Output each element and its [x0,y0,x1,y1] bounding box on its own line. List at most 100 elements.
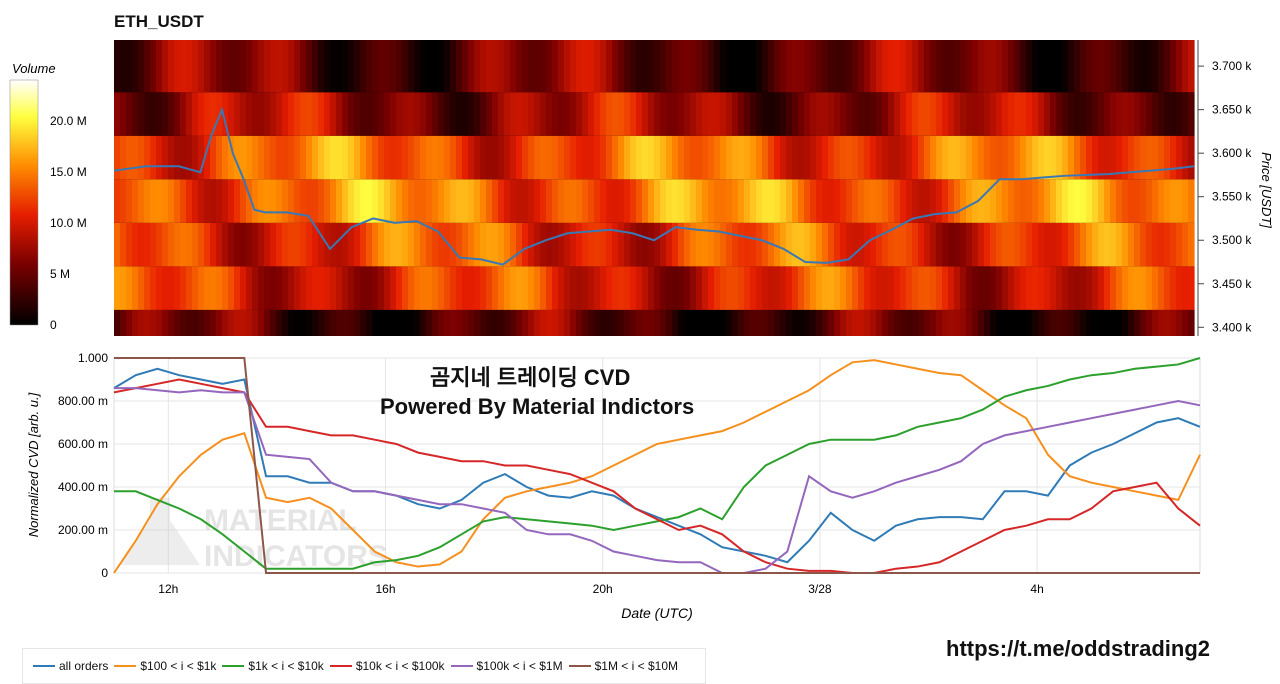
heatmap-cell [516,266,523,310]
heatmap-cell [816,179,823,223]
heatmap-cell [1092,309,1099,336]
heatmap-cell [918,135,925,180]
heatmap-cell [264,92,271,136]
heatmap-cell [984,222,991,267]
heatmap-cell [456,179,463,223]
heatmap-cell [750,40,757,93]
heatmap-cell [534,266,541,310]
legend-item[interactable]: $10k < i < $100k [329,659,445,673]
heatmap-cell [1176,40,1183,93]
heatmap-cell [528,135,535,180]
heatmap-cell [642,309,649,336]
heatmap-cell [924,309,931,336]
heatmap-cell [990,179,997,223]
legend-item[interactable]: $1k < i < $10k [222,659,324,673]
heatmap-cell [1188,309,1195,336]
heatmap-cell [582,179,589,223]
heatmap-cell [540,266,547,310]
legend-item[interactable]: $100k < i < $1M [450,659,563,673]
heatmap-cell [480,222,487,267]
heatmap-cell [858,309,865,336]
heatmap-cell [1002,309,1009,336]
heatmap-cell [936,40,943,93]
heatmap-cell [864,222,871,267]
heatmap-cell [564,309,571,336]
heatmap-cell [1026,179,1033,223]
heatmap-cell [264,309,271,336]
heatmap-cell [678,222,685,267]
heatmap-cell [156,179,163,223]
heatmap-cell [504,309,511,336]
heatmap-cell [402,266,409,310]
heatmap-cell [1062,309,1069,336]
heatmap-cell [864,135,871,180]
heatmap-cell [804,92,811,136]
heatmap-cell [798,309,805,336]
heatmap-cell [984,135,991,180]
heatmap-cell [1182,309,1189,336]
heatmap-cell [486,92,493,136]
heatmap-cell [906,222,913,267]
heatmap-cell [696,92,703,136]
heatmap-cell [450,222,457,267]
heatmap-cell [1044,40,1051,93]
heatmap-cell [138,179,145,223]
heatmap-cell [444,92,451,136]
heatmap-cell [588,309,595,336]
heatmap-cell [270,309,277,336]
heatmap-cell [1074,222,1081,267]
heatmap-cell [498,266,505,310]
heatmap-cell [240,266,247,310]
heatmap-cell [780,135,787,180]
heatmap-cell [750,135,757,180]
heatmap-cell [768,179,775,223]
heatmap-cell [342,135,349,180]
heatmap-cell [468,266,475,310]
heatmap-cell [972,309,979,336]
heatmap-cell [774,309,781,336]
heatmap-cell [690,309,697,336]
legend-item[interactable]: all orders [33,659,108,673]
heatmap-cell [468,179,475,223]
heatmap-cell [408,135,415,180]
heatmap-cell [444,135,451,180]
heatmap-cell [954,179,961,223]
heatmap-cell [426,92,433,136]
heatmap-cell [930,309,937,336]
heatmap-cell [1128,40,1135,93]
telegram-link[interactable]: https://t.me/oddstrading2 [946,636,1210,661]
heatmap-cell [816,135,823,180]
legend-label: $100 < i < $1k [140,659,217,673]
heatmap-cell [876,309,883,336]
heatmap-cell [444,309,451,336]
heatmap-cell [306,309,313,336]
heatmap-cell [450,135,457,180]
heatmap-cell [534,92,541,136]
heatmap-cell [900,222,907,267]
heatmap-cell [174,40,181,93]
heatmap-cell [990,135,997,180]
legend-swatch [568,665,591,667]
heatmap-cell [894,135,901,180]
heatmap-cell [180,309,187,336]
heatmap-cell [948,40,955,93]
heatmap-cell [414,309,421,336]
heatmap-cell [120,179,127,223]
heatmap-cell [294,266,301,310]
legend: all orders $100 < i < $1k $1k < i < $10k $1… [22,648,706,684]
heatmap-cell [996,222,1003,267]
heatmap-cell [954,222,961,267]
heatmap-cell [456,222,463,267]
legend-item[interactable]: $1M < i < $10M [568,659,678,673]
heatmap-cell [852,179,859,223]
heatmap-cell [1026,309,1033,336]
cvd-y-tick: 0 [101,566,108,580]
heatmap-cell [810,135,817,180]
legend-item[interactable]: $100 < i < $1k [114,659,216,673]
heatmap-cell [1020,222,1027,267]
heatmap-cell [1068,40,1075,93]
heatmap-cell [246,222,253,267]
heatmap-cell [912,266,919,310]
heatmap-cell [342,92,349,136]
heatmap-cell [576,92,583,136]
